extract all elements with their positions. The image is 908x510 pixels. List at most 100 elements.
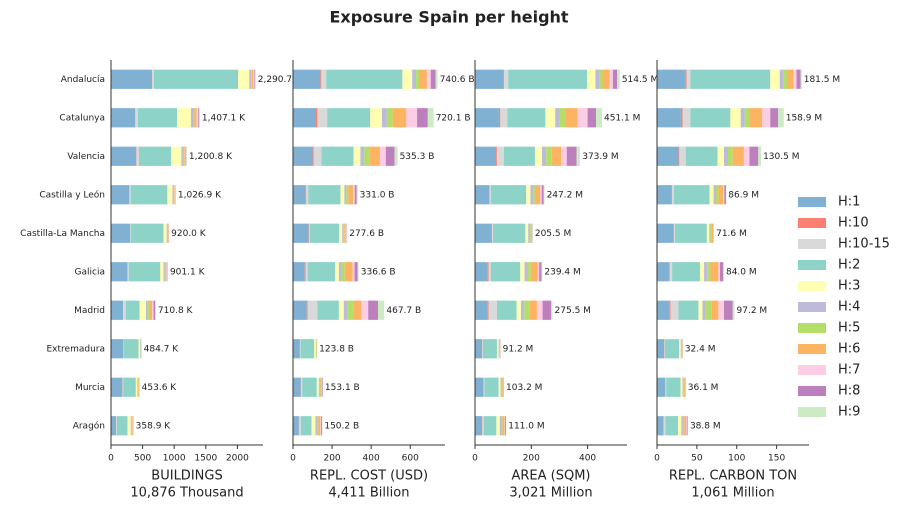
- bar-segment: [300, 339, 301, 359]
- bar-segment: [682, 416, 685, 436]
- bar-segment: [167, 223, 169, 243]
- bar-segment: [758, 146, 762, 166]
- total-label: 514.5 M: [622, 75, 658, 85]
- bar-segment: [711, 300, 719, 320]
- legend-label: H:3: [838, 279, 860, 294]
- bar-segment: [524, 262, 528, 282]
- bar-segment: [710, 223, 712, 243]
- bar-segment: [561, 146, 567, 166]
- bar-segment: [498, 339, 500, 359]
- bar-segment: [740, 108, 745, 128]
- bar-segment: [305, 185, 307, 205]
- bar-segment: [716, 185, 719, 205]
- total-label: 247.2 M: [547, 190, 583, 200]
- bar-segment: [127, 262, 129, 282]
- bar-segment: [770, 108, 779, 128]
- bar-segment: [551, 300, 553, 320]
- total-label: 1,026.9 K: [178, 190, 222, 200]
- bar-segment: [130, 416, 132, 436]
- bar-segment: [317, 416, 319, 436]
- bar-segment: [520, 300, 525, 320]
- bar-segment: [293, 339, 300, 359]
- bar-segment: [293, 146, 313, 166]
- bar-segment: [364, 146, 370, 166]
- bar-segment: [709, 223, 711, 243]
- x-axis-label: REPL. CARBON TON: [669, 469, 797, 484]
- bar-segment: [505, 416, 506, 436]
- bar-segment: [417, 108, 428, 128]
- bar-segment: [679, 339, 681, 359]
- bar-segment: [167, 223, 168, 243]
- bar-segment: [475, 185, 490, 205]
- bar-segment: [293, 223, 309, 243]
- bar-segment: [139, 300, 146, 320]
- bar-segment: [530, 223, 532, 243]
- bar-segment: [530, 262, 538, 282]
- bar-segment: [130, 223, 131, 243]
- bar-segment: [308, 185, 341, 205]
- bar-segment: [779, 69, 784, 89]
- bar-segment: [475, 223, 492, 243]
- bar-segment: [412, 69, 417, 89]
- total-label: 239.4 M: [544, 267, 580, 277]
- bar-segment: [680, 339, 682, 359]
- bar-segment: [508, 69, 588, 89]
- bar-segment: [137, 377, 139, 397]
- bar-segment: [167, 185, 173, 205]
- legend-swatch: [798, 239, 826, 249]
- bar-segment: [487, 262, 489, 282]
- x-tick-label: 200: [323, 454, 340, 464]
- bar-segment: [249, 69, 252, 89]
- total-label: 336.6 B: [361, 267, 396, 277]
- bar-segment: [127, 416, 131, 436]
- bar-segment: [377, 300, 385, 320]
- bar-segment: [322, 377, 323, 397]
- bar-segment: [678, 416, 682, 436]
- total-label: 123.8 B: [319, 344, 354, 354]
- bar-segment: [489, 185, 492, 205]
- total-label: 451.1 M: [604, 113, 640, 123]
- bar-segment: [116, 416, 117, 436]
- bar-segment: [346, 185, 349, 205]
- bar-segment: [183, 146, 185, 166]
- legend-swatch: [798, 323, 826, 333]
- bar-segment: [749, 146, 759, 166]
- bar-segment: [427, 108, 434, 128]
- bar-segment: [576, 146, 580, 166]
- legend-swatch: [798, 218, 826, 228]
- total-label: 358.9 K: [136, 421, 172, 431]
- bar-segment: [317, 300, 339, 320]
- x-axis-sublabel: 10,876 Thousand: [130, 486, 243, 501]
- total-label: 2,290.7 K: [258, 75, 302, 85]
- bar-segment: [475, 108, 499, 128]
- bar-segment: [577, 108, 588, 128]
- bar-segment: [684, 377, 686, 397]
- bar-segment: [657, 223, 674, 243]
- bar-segment: [318, 416, 321, 436]
- bar-segment: [313, 146, 322, 166]
- bar-segment: [254, 69, 256, 89]
- bar-segment: [541, 262, 543, 282]
- bar-segment: [368, 300, 378, 320]
- bar-segment: [406, 108, 418, 128]
- total-label: 535.3 B: [400, 152, 435, 162]
- bar-segment: [770, 69, 780, 89]
- bar-segment: [698, 300, 703, 320]
- bar-segment: [492, 223, 494, 243]
- bar-segment: [293, 185, 306, 205]
- bar-segment: [153, 69, 239, 89]
- bar-segment: [684, 416, 687, 436]
- x-tick-label: 1500: [194, 454, 217, 464]
- total-label: 71.6 M: [716, 229, 747, 239]
- bar-segment: [685, 69, 687, 89]
- bar-segment: [690, 69, 771, 89]
- bar-segment: [475, 339, 483, 359]
- bar-segment: [559, 108, 566, 128]
- bar-segment: [306, 300, 308, 320]
- bar-segment: [343, 223, 345, 243]
- bar-segment: [657, 262, 669, 282]
- bar-segment: [665, 377, 667, 397]
- total-label: 111.0 M: [508, 421, 544, 431]
- legend-label: H:9: [838, 405, 860, 420]
- bar-segment: [566, 146, 577, 166]
